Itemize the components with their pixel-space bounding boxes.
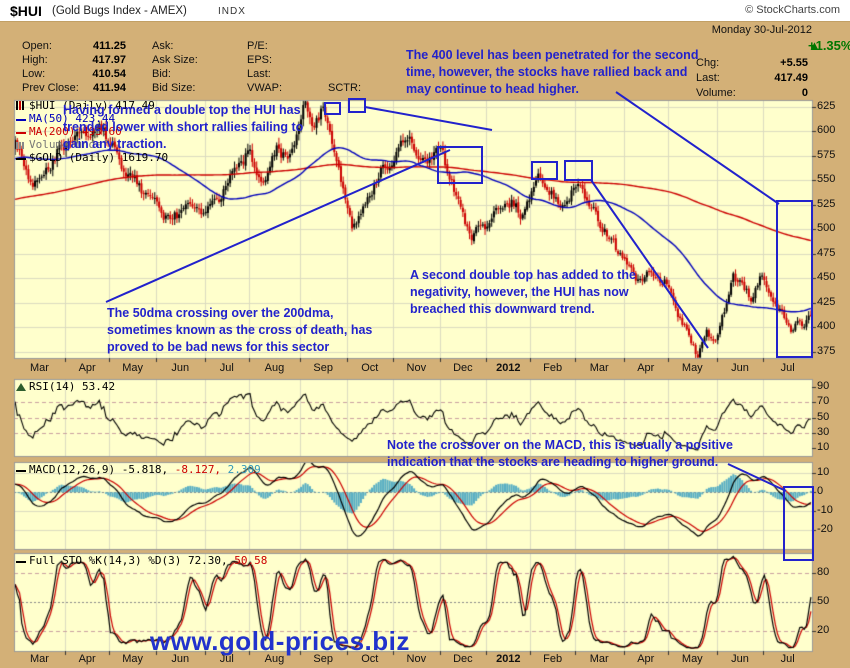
line-icon bbox=[16, 158, 26, 160]
volume-bars-icon bbox=[16, 142, 26, 149]
last-label: Last: bbox=[696, 72, 720, 84]
prevclose-label: Prev Close: bbox=[22, 82, 79, 94]
high-label: High: bbox=[22, 54, 48, 66]
open-value: 411.25 bbox=[92, 40, 126, 52]
bidsize-label: Bid Size: bbox=[152, 82, 196, 94]
volume-value: 0 bbox=[801, 87, 808, 99]
line-icon bbox=[16, 132, 26, 134]
last-col-label: Last: bbox=[247, 68, 271, 80]
sctr-label: SCTR: bbox=[328, 82, 361, 94]
stockcharts-credit: © StockCharts.com bbox=[745, 4, 840, 16]
legend-ma200: MA(200) 493.60 bbox=[16, 126, 122, 138]
low-value: 410.54 bbox=[92, 68, 126, 80]
chg-value: +5.55 bbox=[780, 57, 808, 69]
annotation-cross-of-death: The 50dma crossing over the 200dma, some… bbox=[107, 306, 373, 354]
annotation-macd-crossover: Note the crossover on the MACD, this is … bbox=[387, 438, 733, 469]
chart-date: Monday 30-Jul-2012 bbox=[711, 24, 812, 36]
volume-label: Volume: bbox=[696, 87, 736, 99]
legend-sto: Full STO %K(14,3) %D(3) 72.30, 50.58 bbox=[16, 555, 267, 567]
line-icon bbox=[16, 470, 26, 472]
eps-label: EPS: bbox=[247, 54, 273, 66]
ticker-symbol: $HUI bbox=[10, 3, 42, 19]
watermark: www.gold-prices.biz bbox=[150, 626, 410, 656]
chg-label: Chg: bbox=[696, 57, 720, 69]
ask-label: Ask: bbox=[152, 40, 174, 52]
candlestick-icon bbox=[16, 101, 26, 110]
asksize-label: Ask Size: bbox=[152, 54, 198, 66]
legend-rsi: RSI(14) 53.42 bbox=[16, 381, 115, 393]
legend-ma50: MA(50) 423.44 bbox=[16, 113, 115, 125]
line-icon bbox=[16, 119, 26, 121]
legend-gold: $GOLD (Daily) 1619.70 bbox=[16, 152, 168, 164]
up-arrow-icon: ▲ bbox=[808, 38, 821, 53]
vwap-label: VWAP: bbox=[247, 82, 283, 94]
legend-macd: MACD(12,26,9) -5.818, -8.127, 2.309 bbox=[16, 464, 261, 476]
bid-label: Bid: bbox=[152, 68, 171, 80]
ticker-type: INDX bbox=[218, 6, 246, 17]
quote-panel: Open: 411.25 High: 417.97 Low: 410.54 Pr… bbox=[22, 38, 850, 99]
annotation-double-top: Having formed a double top the HUI has t… bbox=[63, 103, 304, 151]
last-value: 417.49 bbox=[774, 72, 808, 84]
open-label: Open: bbox=[22, 40, 52, 52]
chart-header-bar: $HUI (Gold Bugs Index - AMEX) INDX © Sto… bbox=[0, 0, 850, 22]
legend-hui: $HUI (Daily) 417.49 bbox=[16, 100, 155, 112]
pe-label: P/E: bbox=[247, 40, 268, 52]
legend-volume: Volume undef bbox=[16, 139, 108, 151]
high-value: 417.97 bbox=[92, 54, 126, 66]
prevclose-value: 411.94 bbox=[92, 82, 126, 94]
line-icon bbox=[16, 561, 26, 563]
low-label: Low: bbox=[22, 68, 46, 80]
annotation-400-level: The 400 level has been penetrated for th… bbox=[406, 48, 699, 96]
mountain-icon bbox=[16, 383, 26, 391]
annotation-second-double-top: A second double top has added to the neg… bbox=[410, 268, 636, 316]
ticker-name: (Gold Bugs Index - AMEX) bbox=[52, 5, 187, 17]
